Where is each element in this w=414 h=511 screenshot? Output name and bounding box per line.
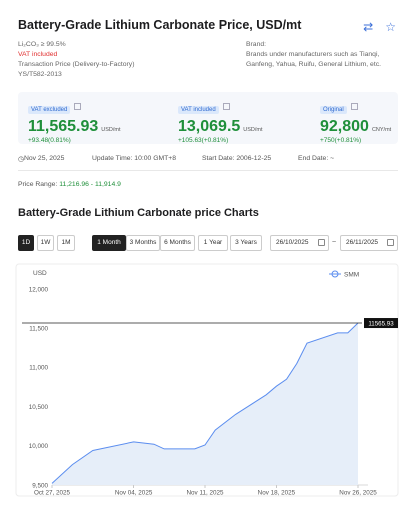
x-tick-label: Nov 18, 2025	[258, 490, 296, 497]
series-line	[51, 322, 359, 484]
y-tick-label: 11,500	[29, 326, 48, 333]
price-value: 11,565.93 USD/mt	[28, 118, 121, 135]
price-value: 92,800 CNY/mt	[320, 118, 392, 135]
chart-title: Battery-Grade Lithium Carbonate price Ch…	[18, 207, 259, 219]
brand-text: Brands under manufacturers such as Tianq…	[246, 51, 382, 68]
period-3-months-button[interactable]: 3 Months	[126, 235, 160, 251]
y-axis-label: USD	[33, 270, 47, 277]
price-change: +93.48(0.81%)	[28, 137, 71, 144]
period-1-year-button[interactable]: 1 Year	[198, 235, 228, 251]
price-tag: VAT excluded	[28, 106, 71, 114]
period-6-months-button[interactable]: 6 Months	[160, 235, 195, 251]
price-value: 13,069.5 USD/mt	[178, 118, 263, 135]
x-tick-label: Nov 26, 2025	[339, 490, 377, 497]
star-icon[interactable]: ☆	[385, 20, 396, 34]
brand-label: Brand:	[246, 41, 267, 48]
standard-spec: YS/T582-2013	[18, 71, 62, 78]
price-summary: VAT excluded 11,565.93 USD/mt +93.48(0.81…	[18, 92, 398, 144]
spec-list: Li₂CO₃ ≥ 99.5% VAT included Transaction …	[18, 40, 134, 80]
meta-end: End Date: ~	[298, 155, 335, 162]
interval-1d-button[interactable]: 1D	[18, 235, 34, 251]
period-1-month-button[interactable]: 1 Month	[92, 235, 126, 251]
y-tick-label: 12,000	[29, 286, 49, 293]
price-change: +750(+0.81%)	[320, 137, 362, 144]
brand-info: Brand: Brands under manufacturers such a…	[246, 40, 396, 70]
price-original: Original 92,800 CNY/mt +750(+0.81%)	[320, 98, 391, 144]
date-separator: ~	[332, 239, 337, 246]
calendar-icon	[387, 239, 394, 246]
chart-frame	[15, 263, 399, 497]
page-title: Battery-Grade Lithium Carbonate Price, U…	[18, 18, 302, 32]
series-area	[52, 323, 358, 485]
swap-icon[interactable]: ⇄	[363, 20, 374, 34]
divider	[18, 170, 398, 171]
reference-label-box	[364, 318, 398, 329]
price-chart[interactable]: USD SMM 12,000 11,500 11,000 10,500 10,000 9,…	[0, 262, 414, 511]
info-icon[interactable]	[74, 103, 82, 111]
interval-1w-button[interactable]: 1W	[37, 235, 54, 251]
price-range: Price Range: 11,216.96 - 11,914.9	[18, 181, 121, 188]
x-tick-label: Nov 04, 2025	[115, 490, 153, 497]
info-icon[interactable]	[350, 103, 358, 111]
date-to-input[interactable]: 26/11/2025	[340, 235, 398, 251]
header: Battery-Grade Lithium Carbonate Price, U…	[18, 18, 396, 34]
vat-spec: VAT included	[18, 51, 58, 58]
price-tag: VAT included	[178, 106, 219, 114]
y-tick-label: 9,500	[32, 482, 48, 489]
x-tick-label: Nov 11, 2025	[187, 490, 224, 497]
period-3-years-button[interactable]: 3 Years	[230, 235, 262, 251]
calendar-icon	[318, 239, 325, 246]
price-unit: CNY/mt	[371, 127, 392, 133]
meta-start: Start Date: 2006-12-25	[202, 155, 272, 162]
price-change: +105.63(+0.81%)	[178, 137, 229, 144]
y-tick-label: 11,000	[29, 365, 48, 372]
price-unit: USD/mt	[243, 127, 263, 133]
y-tick-label: 10,000	[29, 443, 49, 450]
price-range-label: Price Range:	[18, 181, 58, 188]
info-icon[interactable]	[222, 103, 230, 111]
price-vat-excluded: VAT excluded 11,565.93 USD/mt +93.48(0.81…	[28, 98, 121, 144]
interval-1m-button[interactable]: 1M	[57, 235, 75, 251]
date-from-input[interactable]: 26/10/2025	[270, 235, 329, 251]
meta-update: Update Time: 10:00 GMT+8	[92, 155, 177, 162]
purity-spec: Li₂CO₃ ≥ 99.5%	[18, 41, 66, 48]
price-tag: Original	[320, 106, 347, 114]
clock-icon-text: Nov 25, 2025	[23, 155, 65, 162]
terms-spec: Transaction Price (Delivery-to-Factory)	[18, 61, 135, 68]
reference-label: 11565.93	[368, 320, 394, 327]
legend-label[interactable]: SMM	[344, 272, 359, 279]
meta-date: ◷ Nov 25, 2025	[18, 155, 65, 163]
price-range-value: 11,216.96 - 11,914.9	[59, 181, 121, 188]
price-unit: USD/mt	[101, 127, 121, 133]
y-tick-label: 10,500	[29, 404, 49, 411]
price-vat-included: VAT included 13,069.5 USD/mt +105.63(+0.8…	[178, 98, 263, 144]
x-tick-label: Oct 27, 2025	[34, 490, 71, 497]
